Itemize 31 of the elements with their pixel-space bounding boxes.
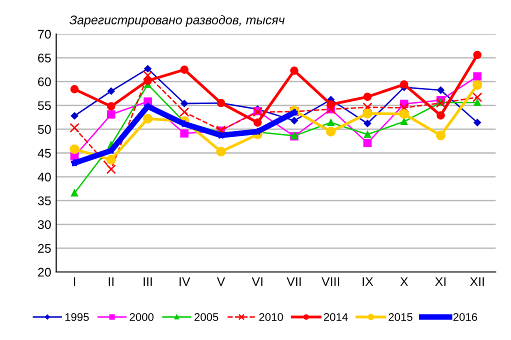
legend-label: 2014: [324, 313, 348, 322]
x-tick-label: II: [108, 277, 114, 286]
y-tick-label: 35: [38, 196, 51, 206]
x-tick-label: VI: [252, 277, 262, 286]
legend-label: 2016: [453, 313, 478, 322]
y-tick-label: 50: [38, 125, 51, 134]
y-tick-label: 40: [38, 172, 51, 182]
x-tick-label: I: [74, 277, 76, 286]
y-tick-label: 60: [38, 77, 51, 86]
x-tick-label: IV: [180, 277, 190, 286]
chart-title: Зарегистрировано разводов, тысяч: [70, 15, 285, 27]
legend-label: 2005: [194, 313, 218, 322]
y-tick-label: 45: [38, 148, 51, 158]
x-tick-label: III: [144, 277, 152, 286]
legend-label: 2000: [130, 313, 154, 322]
x-tick-label: VIII: [322, 277, 340, 286]
y-tick-label: 20: [38, 268, 51, 277]
y-tick-label: 65: [38, 54, 51, 62]
x-tick-label: IX: [362, 277, 374, 286]
y-tick-label: 30: [38, 220, 51, 230]
y-tick-label: 25: [38, 244, 51, 253]
legend-label: 2015: [388, 313, 412, 322]
x-tick-label: VII: [286, 277, 301, 286]
y-tick-label: 55: [38, 101, 51, 110]
x-tick-label: X: [400, 277, 408, 286]
legend-label: 2010: [259, 313, 283, 322]
legend-label: 1995: [65, 313, 89, 322]
y-tick-label: 70: [38, 30, 51, 39]
x-tick-label: V: [216, 277, 226, 286]
x-tick-label: XII: [470, 277, 484, 286]
x-tick-label: XI: [435, 277, 446, 286]
